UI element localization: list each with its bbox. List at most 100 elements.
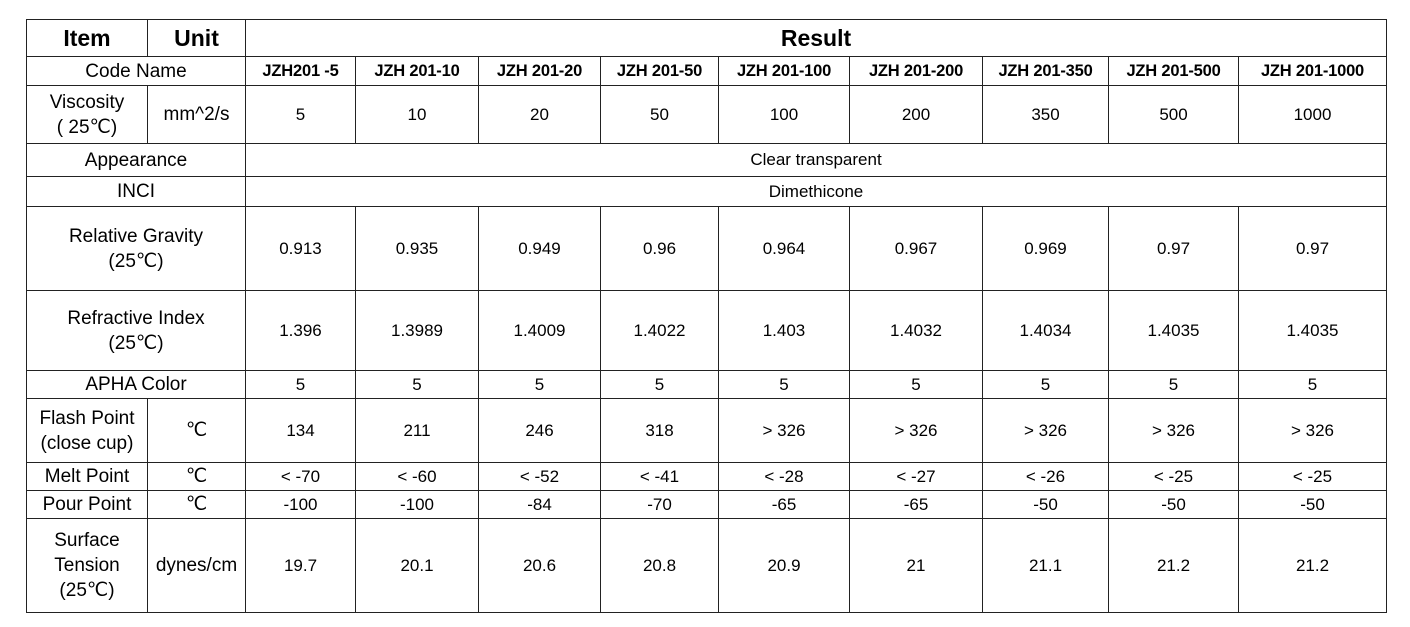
value-cell: 5 — [1238, 370, 1387, 399]
value-cell: 318 — [600, 398, 719, 463]
value-cell: 5 — [718, 370, 850, 399]
unit-cell: ℃ — [147, 462, 246, 491]
value-cell: 5 — [245, 85, 356, 144]
value-cell: 0.913 — [245, 206, 356, 291]
data-row: Melt Point ℃ < -70 < -60 < -52 < -41 < -28 < -2… — [26, 462, 1387, 491]
label-line: ( 25℃) — [56, 116, 118, 138]
code-row: Code Name JZH201 -5 JZH 201-10 JZH 201-20 JZ… — [26, 56, 1387, 86]
value-cell: 211 — [355, 398, 479, 463]
value-cell: 21 — [849, 518, 983, 613]
value-cell: -84 — [478, 490, 601, 519]
header-cell: Item — [26, 19, 148, 57]
value-cell: 0.967 — [849, 206, 983, 291]
value-cell: 5 — [355, 370, 479, 399]
value-cell: 0.949 — [478, 206, 601, 291]
row-label: Viscosity ( 25℃) — [26, 85, 148, 144]
value-cell: > 326 — [849, 398, 983, 463]
code-cell: JZH201 -5 — [245, 56, 356, 86]
data-row: Surface Tension (25℃) dynes/cm 19.7 20.1 20.6 2… — [26, 518, 1387, 613]
value-cell: 5 — [1108, 370, 1239, 399]
unit-cell: ℃ — [147, 398, 246, 463]
value-cell: -100 — [245, 490, 356, 519]
value-cell: < -25 — [1238, 462, 1387, 491]
value-cell: 1.4034 — [982, 290, 1109, 371]
value-cell: > 326 — [718, 398, 850, 463]
value-cell: 246 — [478, 398, 601, 463]
data-row: Flash Point (close cup) ℃ 134 211 246 318 > 326… — [26, 398, 1387, 463]
value-cell: > 326 — [982, 398, 1109, 463]
code-cell: JZH 201-50 — [600, 56, 719, 86]
value-cell: > 326 — [1108, 398, 1239, 463]
header-cell: Unit — [147, 19, 246, 57]
row-label: Refractive Index (25℃) — [26, 290, 246, 371]
label-line: Refractive Index — [67, 307, 205, 329]
value-cell: 1000 — [1238, 85, 1387, 144]
label-line: (25℃) — [108, 332, 164, 354]
header-cell: Result — [245, 19, 1387, 57]
value-cell: 1.403 — [718, 290, 850, 371]
label-line: APHA Color — [85, 374, 187, 395]
label-line: (25℃) — [59, 580, 115, 601]
value-cell: 21.2 — [1238, 518, 1387, 613]
label-line: (25℃) — [108, 250, 164, 272]
value-cell: 20.8 — [600, 518, 719, 613]
value-cell: 0.935 — [355, 206, 479, 291]
value-cell: 1.4035 — [1238, 290, 1387, 371]
value-cell: < -52 — [478, 462, 601, 491]
value-cell: > 326 — [1238, 398, 1387, 463]
label-line: Appearance — [84, 149, 188, 171]
row-label: Code Name — [26, 56, 246, 86]
value-cell: < -26 — [982, 462, 1109, 491]
value-cell: 5 — [982, 370, 1109, 399]
value-cell: 19.7 — [245, 518, 356, 613]
code-cell: JZH 201-200 — [849, 56, 983, 86]
value-cell: 0.96 — [600, 206, 719, 291]
value-cell: 1.3989 — [355, 290, 479, 371]
value-cell: 1.4032 — [849, 290, 983, 371]
data-row: Viscosity ( 25℃) mm^2/s 5 10 20 50 100 200 350 500… — [26, 85, 1387, 144]
value-cell: < -25 — [1108, 462, 1239, 491]
value-cell: 50 — [600, 85, 719, 144]
value-cell: -50 — [1108, 490, 1239, 519]
data-row: Pour Point ℃ -100 -100 -84 -70 -65 -65 -50 -50 -50 — [26, 490, 1387, 519]
label-line: Melt Point — [44, 466, 130, 487]
unit-cell: dynes/cm — [147, 518, 246, 613]
value-cell: 5 — [245, 370, 356, 399]
value-cell: -50 — [982, 490, 1109, 519]
label-line: Relative Gravity — [68, 225, 204, 247]
data-row: INCI Dimethicone — [26, 176, 1387, 207]
row-label: Pour Point — [26, 490, 148, 519]
value-cell: -50 — [1238, 490, 1387, 519]
data-row: Relative Gravity (25℃) 0.913 0.935 0.949 0.96… — [26, 206, 1387, 291]
value-cell: < -70 — [245, 462, 356, 491]
header-row: Item Unit Result — [26, 19, 1387, 57]
row-label: Flash Point (close cup) — [26, 398, 148, 463]
value-cell: 1.4009 — [478, 290, 601, 371]
value-cell: 20.1 — [355, 518, 479, 613]
value-cell: 0.97 — [1238, 206, 1387, 291]
value-cell: < -41 — [600, 462, 719, 491]
value-cell: 20 — [478, 85, 601, 144]
label-line: Pour Point — [42, 494, 132, 515]
row-label: Melt Point — [26, 462, 148, 491]
value-cell: 0.964 — [718, 206, 850, 291]
value-cell: 1.4022 — [600, 290, 719, 371]
unit-cell: ℃ — [147, 490, 246, 519]
value-cell: < -60 — [355, 462, 479, 491]
value-cell: 500 — [1108, 85, 1239, 144]
unit-cell: mm^2/s — [147, 85, 246, 144]
value-cell: -65 — [849, 490, 983, 519]
code-cell: JZH 201-1000 — [1238, 56, 1387, 86]
row-label: Relative Gravity (25℃) — [26, 206, 246, 291]
value-cell: 5 — [478, 370, 601, 399]
value-cell: 350 — [982, 85, 1109, 144]
value-cell: 200 — [849, 85, 983, 144]
value-cell: 1.4035 — [1108, 290, 1239, 371]
code-cell: JZH 201-20 — [478, 56, 601, 86]
row-label: Surface Tension (25℃) — [26, 518, 148, 613]
value-cell: Clear transparent — [245, 143, 1387, 177]
value-cell: 21.1 — [982, 518, 1109, 613]
value-cell: < -28 — [718, 462, 850, 491]
label-line: (close cup) — [40, 432, 134, 454]
